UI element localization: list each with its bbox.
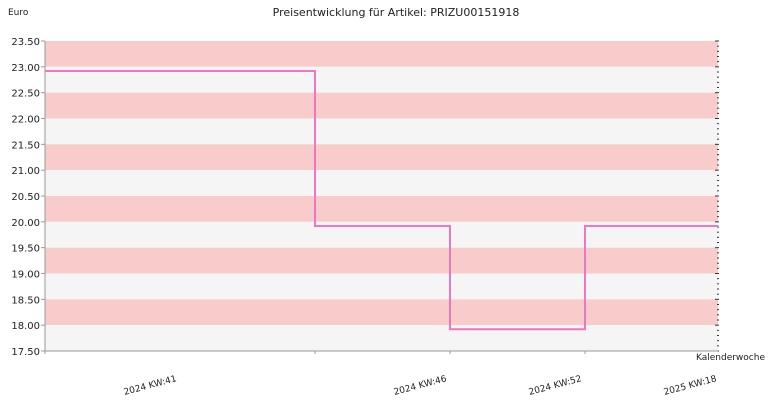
plot-band	[45, 273, 718, 300]
y-tick-label: 19.00	[11, 270, 40, 281]
price-series-line	[45, 69, 718, 331]
plot-band	[45, 41, 718, 67]
y-tick-label: 22.50	[11, 89, 40, 100]
y-axis-label: Euro	[8, 8, 29, 18]
y-tick-label: 22.00	[11, 115, 40, 126]
plot-band	[45, 118, 718, 145]
x-axis-ticks: 2024 KW:41 2024 KW:46 2024 KW:52 2025 KW:18	[44, 351, 718, 398]
right-axis-minor-ticks	[715, 40, 719, 352]
plot-band	[45, 144, 718, 171]
y-tick-label: 23.00	[11, 63, 40, 74]
y-axis-ticks: 23.50 23.00 22.50 22.00 21.50 21.00 20.50 20.00…	[11, 37, 45, 358]
chart-title: Preisentwicklung für Artikel: PRIZU00151…	[273, 6, 520, 19]
plot-band	[45, 170, 718, 196]
x-tick-label: 2024 KW:41	[123, 374, 178, 398]
plot-band	[45, 299, 718, 326]
plot-band	[45, 247, 718, 274]
series-layer	[45, 69, 718, 331]
x-tick-label: 2024 KW:46	[393, 374, 448, 398]
y-tick-label: 17.50	[11, 347, 40, 358]
plot-background-bands	[45, 41, 718, 351]
y-tick-label: 20.00	[11, 218, 40, 229]
y-tick-label: 20.50	[11, 192, 40, 203]
y-tick-label: 18.50	[11, 295, 40, 306]
x-axis-label: Kalenderwoche	[696, 353, 765, 363]
plot-band	[45, 325, 718, 351]
y-tick-label: 18.00	[11, 321, 40, 332]
x-tick-label: 2024 KW:52	[528, 374, 583, 398]
y-tick-label: 23.50	[11, 37, 40, 48]
y-tick-label: 19.50	[11, 244, 40, 255]
plot-band	[45, 196, 718, 222]
plot-band	[45, 92, 718, 119]
y-tick-label: 21.50	[11, 140, 40, 151]
x-tick-label: 2025 KW:18	[663, 374, 718, 398]
y-tick-label: 21.00	[11, 166, 40, 177]
